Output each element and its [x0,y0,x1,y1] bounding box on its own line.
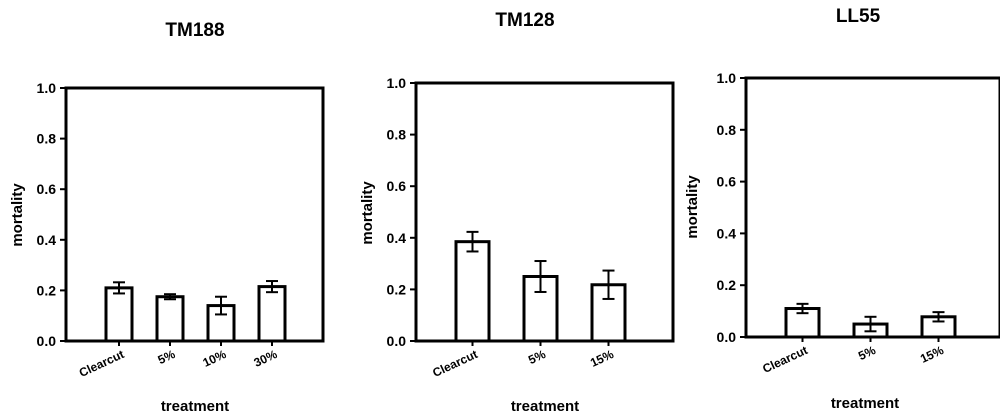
x-tick-label: Clearcut [760,343,809,376]
y-axis-label: mortality [9,183,26,247]
chart-panel-ll55: LL55 mortality treatment 0.0 0.2 0.4 0.6 0.8… [684,6,1000,412]
y-tick-label: 0.2 [37,282,57,298]
y-tick-label: 0.8 [387,127,407,143]
chart-panel-tm128: TM128 mortality treatment 0.0 0.2 0.4 0.6 0.… [359,10,675,415]
x-tick-label: 30% [252,347,280,370]
y-tick-label: 0.2 [387,281,407,297]
y-tick-label: 0.6 [387,178,407,194]
y-tick-label: 0.4 [717,225,737,241]
y-tick-label: 0.6 [717,174,737,190]
chart-panel-tm188: TM188 mortality treatment 0.0 0.2 0.4 0.6 0.… [9,20,325,415]
x-tick-label: 15% [588,347,616,370]
x-axis-label: treatment [831,395,899,412]
x-tick-label: 10% [201,347,229,370]
x-tick-label: 5% [526,347,548,367]
chart-title: TM128 [495,10,554,31]
plot-frame [744,76,1000,339]
x-tick-label: 5% [856,343,878,363]
x-tick-label: Clearcut [430,347,479,380]
y-tick-label: 0.4 [387,230,407,246]
bar [155,295,185,343]
y-tick-label: 0.0 [37,333,57,349]
plot-frame [64,86,325,343]
x-axis-label: treatment [511,398,579,415]
x-axis-label: treatment [161,398,229,415]
x-tick-label: 5% [156,347,178,367]
y-tick-label: 1.0 [37,80,57,96]
y-tick-label: 0.2 [717,277,737,293]
y-tick-label: 0.8 [717,122,737,138]
y-tick-label: 0.6 [37,181,57,197]
y-axis-label: mortality [359,181,376,245]
bar [104,286,134,343]
chart-title: TM188 [165,20,224,41]
x-tick-label: Clearcut [77,347,126,380]
y-tick-label: 1.0 [717,70,737,86]
chart-title: LL55 [836,6,881,27]
y-tick-label: 1.0 [387,75,407,91]
y-axis-label: mortality [684,175,701,239]
x-tick-label: 15% [918,343,946,366]
y-tick-label: 0.0 [717,329,737,345]
bar [454,240,491,343]
bar [257,285,287,343]
y-tick-label: 0.0 [387,333,407,349]
y-tick-label: 0.8 [37,131,57,147]
y-tick-label: 0.4 [37,232,57,248]
